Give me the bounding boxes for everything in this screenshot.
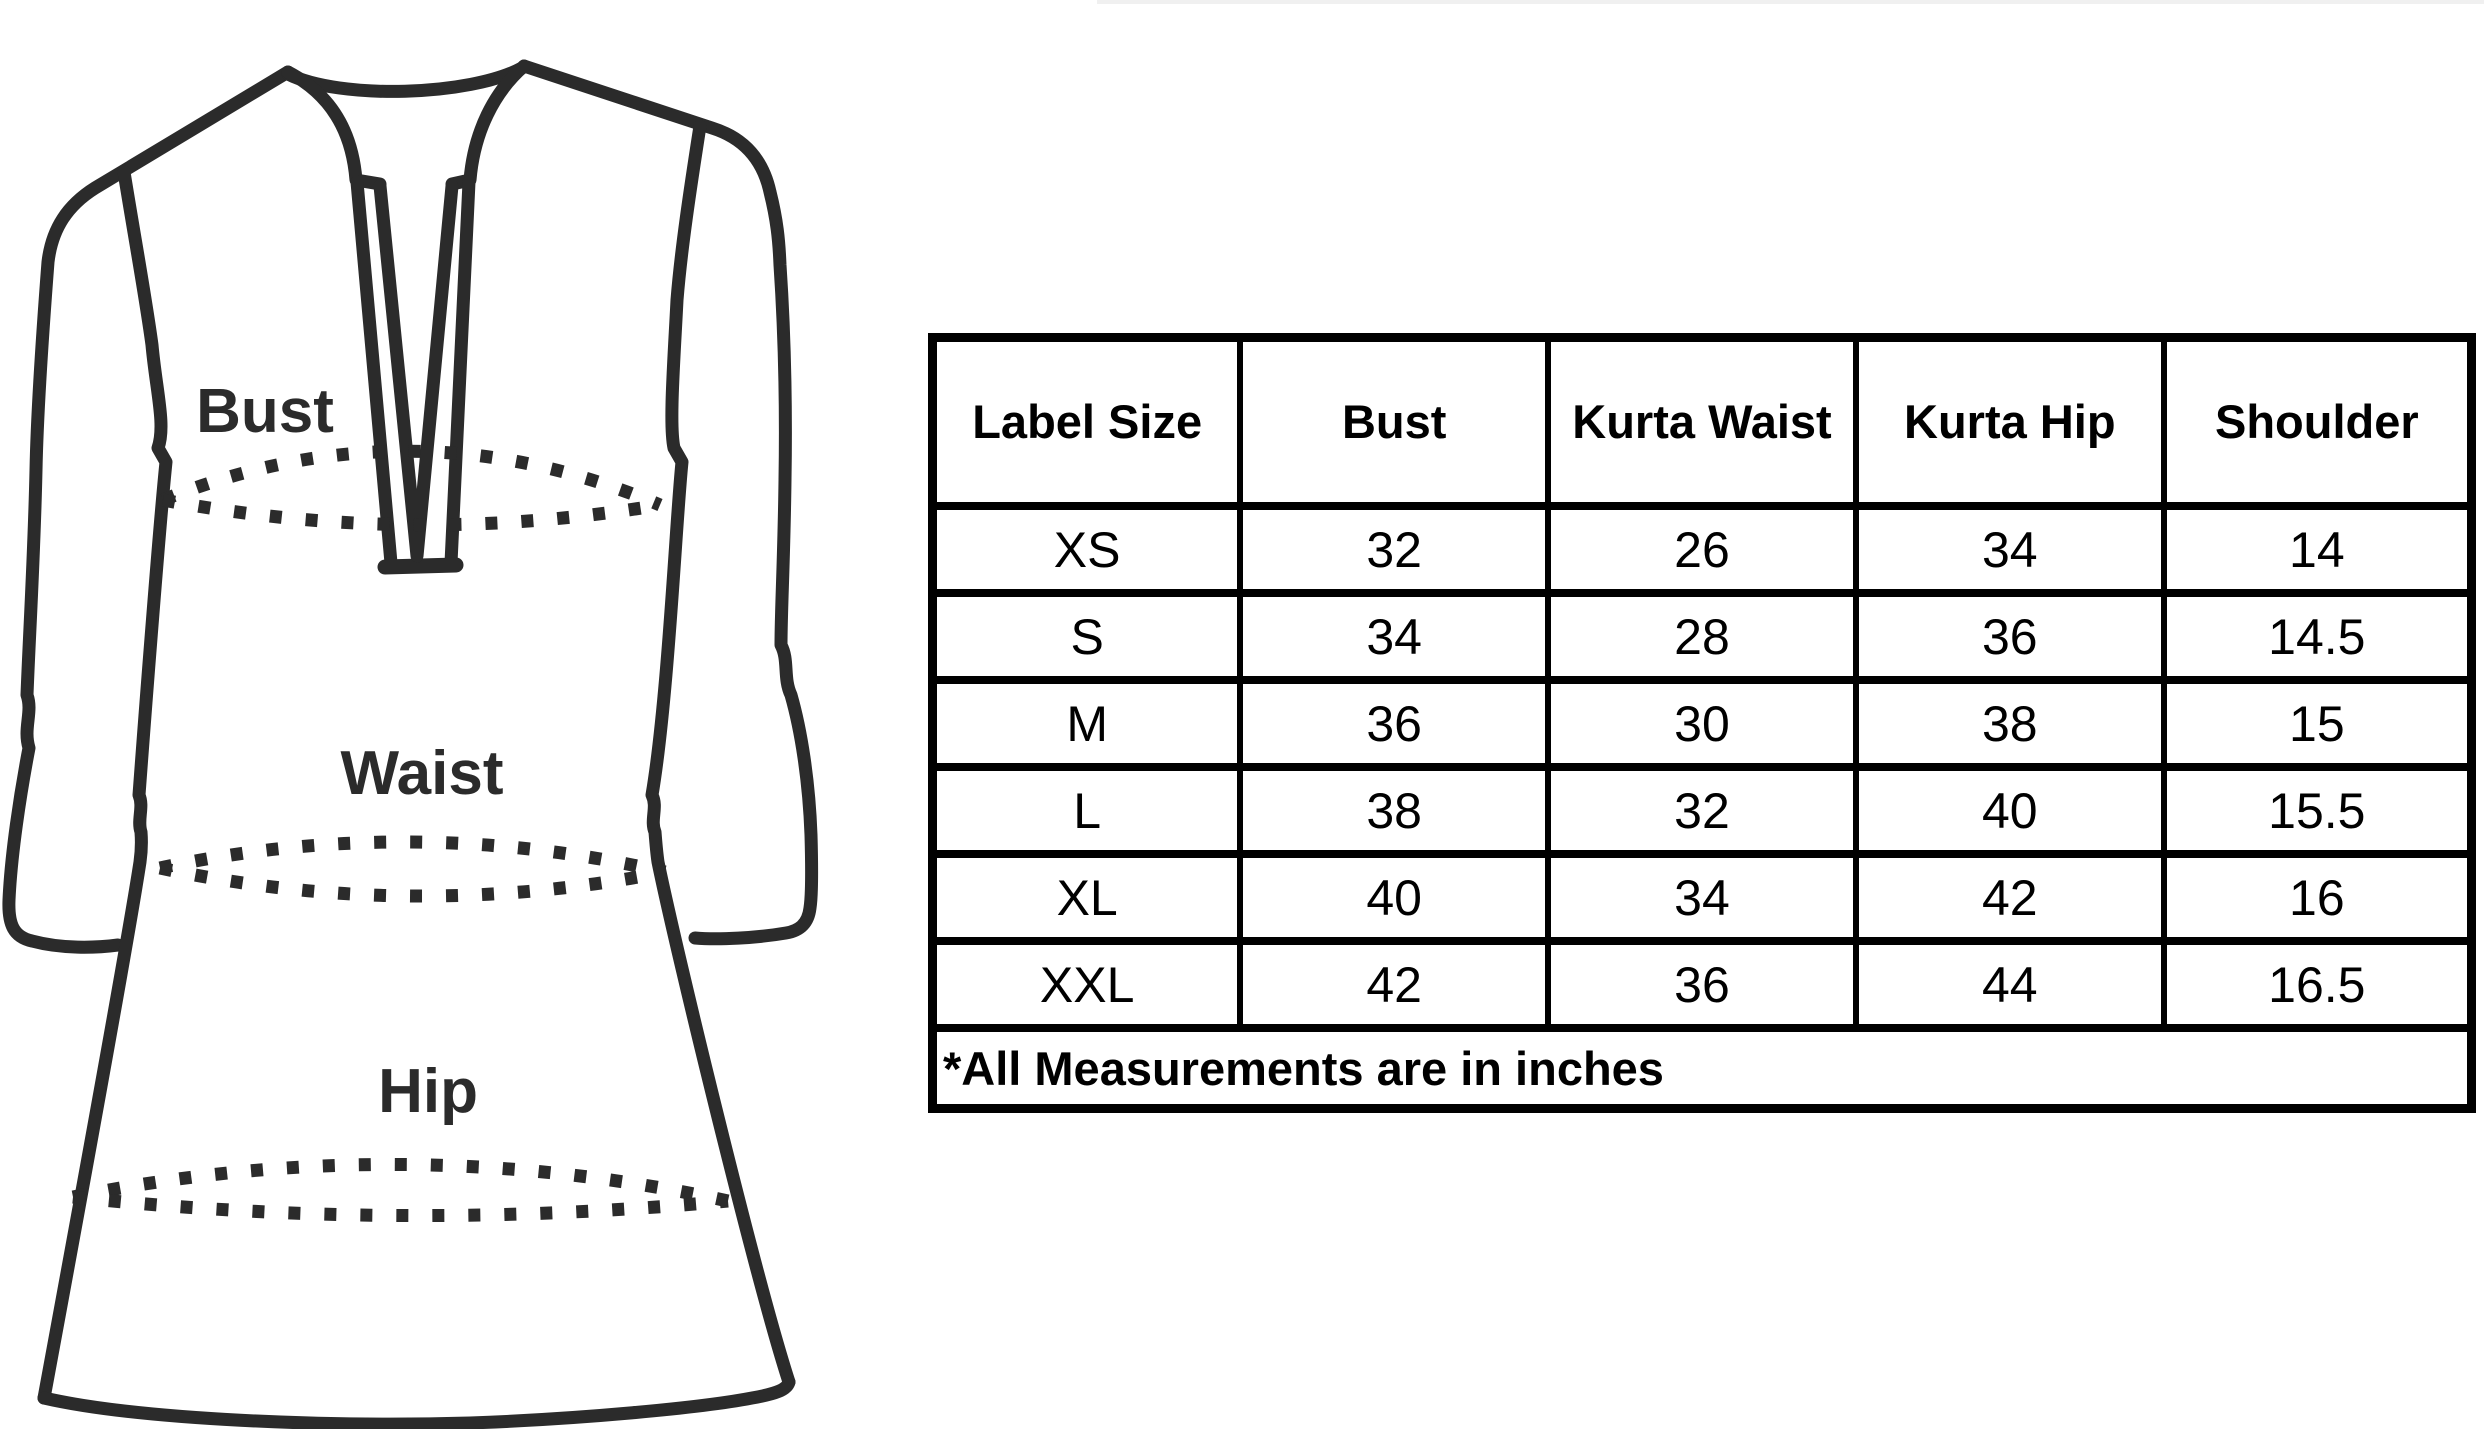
hip-cell: 44 [1852,937,2167,1032]
bust-cell: 42 [1237,937,1552,1032]
hip-cell: 42 [1852,850,2167,945]
size-chart-table-container: Label Size Bust Kurta Waist Kurta Hip Sh… [928,333,2476,1113]
kurta-collar-path [281,61,529,98]
size-cell: XXL [929,937,1244,1032]
kurta-neckline-right-path [445,59,531,191]
waist-cell: 32 [1545,763,1859,858]
waist-cell: 36 [1545,937,1859,1032]
bust-cell: 40 [1237,850,1552,945]
col-header-label-size: Label Size [929,333,1244,510]
shoulder-cell: 15 [2160,676,2475,771]
kurta-placket-left-path [350,175,398,570]
footnote-row: *All Measurements are in inches [929,1024,2475,1113]
shoulder-cell: 15.5 [2160,763,2475,858]
bust-dotted-line [160,444,663,511]
col-header-shoulder: Shoulder [2160,333,2475,510]
shoulder-cell: 14.5 [2160,589,2475,684]
col-header-bust: Bust [1237,333,1552,510]
bust-cell: 38 [1237,763,1552,858]
waist-dotted-line-lower [158,861,667,903]
size-cell: XL [929,850,1244,945]
shoulder-cell: 14 [2160,502,2475,597]
kurta-right-side-seam-path [645,119,796,1389]
table-row-xs: XS 32 26 34 14 [929,502,2475,597]
col-header-kurta-waist: Kurta Waist [1545,333,1859,510]
table-row-xxl: XXL 42 36 44 16.5 [929,937,2475,1032]
hip-dotted-line-lower [72,1190,729,1223]
bust-cell: 32 [1237,502,1552,597]
table-row-xl: XL 40 34 42 16 [929,850,2475,945]
hip-cell: 34 [1852,502,2167,597]
size-cell: S [929,589,1244,684]
kurta-placket-right-path [444,175,476,570]
top-edge-strip [1097,0,2484,4]
measurements-footnote: *All Measurements are in inches [929,1024,2475,1113]
waist-label: Waist [340,739,503,808]
hip-label: Hip [378,1057,478,1126]
header-row: Label Size Bust Kurta Waist Kurta Hip Sh… [929,333,2475,510]
kurta-left-sleeve-outline-path [2,65,295,954]
size-cell: L [929,763,1244,858]
hip-dotted-line [71,1158,730,1208]
bust-cell: 34 [1237,589,1552,684]
waist-cell: 28 [1545,589,1859,684]
size-cell: M [929,676,1244,771]
size-chart-table: Label Size Bust Kurta Waist Kurta Hip Sh… [928,333,2476,1113]
shoulder-cell: 16 [2160,850,2475,945]
kurta-left-side-seam-path [37,165,173,1405]
table-row-l: L 38 32 40 15.5 [929,763,2475,858]
waist-cell: 34 [1545,850,1859,945]
hip-cell: 38 [1852,676,2167,771]
shoulder-cell: 16.5 [2160,937,2475,1032]
waist-cell: 30 [1545,676,1859,771]
col-header-kurta-hip: Kurta Hip [1852,333,2167,510]
kurta-right-sleeve-outline-path [517,59,819,946]
kurta-hem-path [37,1375,796,1429]
kurta-placket-bottom-path [377,557,464,575]
hip-cell: 36 [1852,589,2167,684]
hip-cell: 40 [1852,763,2167,858]
bust-cell: 36 [1237,676,1552,771]
kurta-placket-inner-v-path [373,179,459,563]
table-row-s: S 34 28 36 14.5 [929,589,2475,684]
table-row-m: M 36 30 38 15 [929,676,2475,771]
size-cell: XS [929,502,1244,597]
bust-label: Bust [196,377,334,446]
waist-dotted-line [158,835,667,879]
kurta-line-drawing: Bust Waist Hip [2,59,819,1429]
waist-cell: 26 [1545,502,1859,597]
kurta-neckline-left-path [281,65,387,191]
